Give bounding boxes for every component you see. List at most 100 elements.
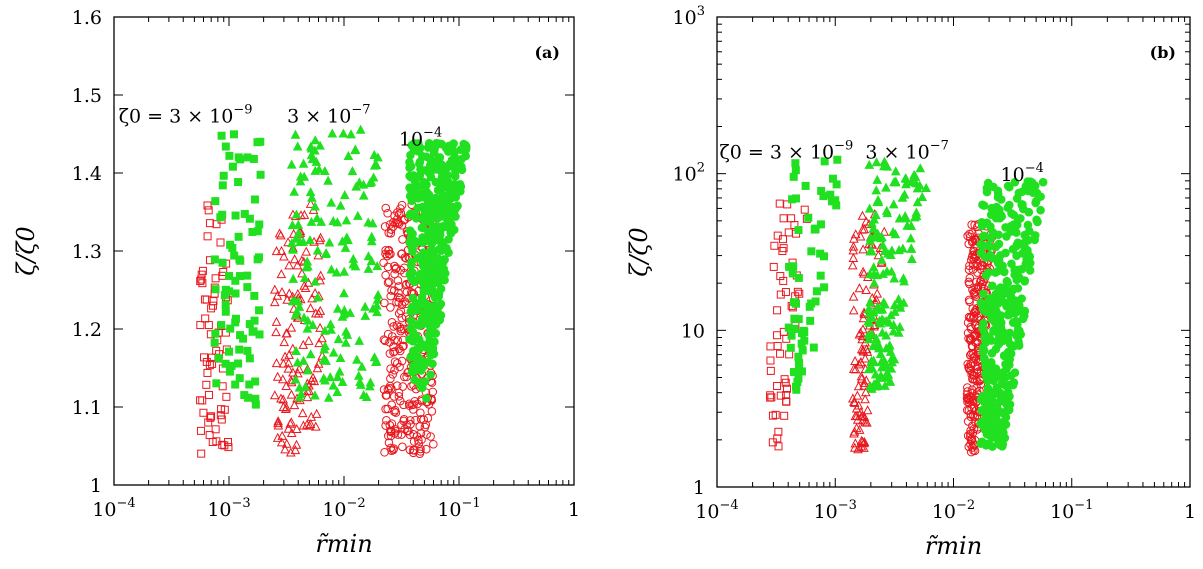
data-point: [970, 331, 979, 341]
data-point: [218, 258, 227, 267]
x-axis-label: r̃min: [315, 530, 372, 558]
data-point: [1009, 308, 1018, 318]
data-point: [294, 364, 304, 374]
data-point: [281, 438, 292, 448]
data-point: [857, 331, 868, 341]
data-point: [289, 186, 300, 196]
data-point: [885, 249, 896, 259]
data-point: [856, 371, 867, 381]
data-point: [994, 406, 1004, 416]
data-point: [768, 411, 777, 420]
data-point: [286, 159, 297, 169]
data-point: [310, 308, 321, 318]
data-point: [286, 427, 297, 437]
data-point: [816, 271, 825, 280]
data-point: [251, 394, 260, 403]
data-point: [982, 187, 992, 197]
panel-b: 10−4 10−3 10−2 10−1 1 1 10 102 103 r̃min ζ/ζ0 (b) ζ0…: [625, 4, 1196, 560]
data-point: [315, 232, 326, 242]
data-point: [341, 232, 352, 242]
data-point: [436, 284, 446, 294]
data-point: [870, 369, 881, 379]
data-point: [328, 347, 339, 357]
data-point: [983, 178, 993, 188]
data-point: [204, 390, 213, 399]
data-point: [848, 252, 859, 262]
data-point: [271, 246, 282, 256]
data-point: [411, 299, 421, 308]
data-point: [205, 219, 214, 228]
data-point: [871, 157, 882, 167]
data-point: [820, 283, 829, 292]
data-point: [229, 130, 238, 139]
data-point: [208, 359, 217, 368]
data-point: [402, 372, 411, 382]
data-point: [234, 178, 243, 187]
data-point: [380, 336, 390, 346]
data-point: [882, 161, 893, 171]
data-point: [209, 297, 218, 306]
data-point: [987, 395, 997, 405]
data-point: [222, 392, 231, 401]
data-point: [325, 372, 336, 382]
data-point: [276, 245, 287, 255]
data-point: [320, 325, 330, 335]
data-point: [781, 378, 790, 387]
data-point: [313, 250, 324, 260]
data-point: [214, 354, 223, 363]
data-point: [856, 357, 866, 367]
data-point: [418, 258, 427, 268]
data-point: [311, 408, 322, 418]
data-point: [994, 339, 1004, 349]
data-point: [875, 348, 886, 358]
data-point: [312, 292, 323, 302]
data-point: [890, 306, 900, 316]
data-point: [399, 415, 409, 424]
data-point: [969, 311, 979, 321]
data-point: [421, 444, 431, 454]
data-point: [315, 140, 325, 150]
data-point: [990, 371, 1000, 381]
data-point: [385, 426, 395, 435]
data-point: [308, 319, 318, 329]
data-point: [436, 185, 446, 195]
data-point: [231, 289, 240, 298]
data-point: [326, 264, 337, 274]
data-point: [1001, 412, 1011, 422]
data-point: [459, 139, 469, 149]
data-point: [428, 210, 437, 220]
data-point: [305, 349, 316, 359]
data-point: [290, 374, 301, 384]
data-point: [853, 381, 864, 391]
data-point: [967, 370, 976, 379]
data-point: [284, 349, 294, 359]
data-point: [409, 145, 419, 155]
panel-label: (b): [1150, 43, 1176, 62]
data-point: [779, 327, 788, 336]
data-point: [970, 412, 980, 422]
x-tick-label: 10−1: [1050, 498, 1093, 523]
data-point: [277, 374, 288, 384]
data-point: [310, 390, 320, 400]
data-point: [912, 183, 923, 193]
data-point: [269, 284, 280, 294]
data-point: [384, 431, 393, 441]
data-point: [868, 269, 879, 279]
data-point: [776, 272, 785, 281]
data-point: [408, 327, 418, 337]
data-point: [211, 329, 220, 338]
data-point: [784, 228, 793, 237]
data-point: [987, 281, 997, 291]
data-point: [423, 413, 433, 423]
data-point: [311, 156, 322, 166]
data-point: [859, 437, 870, 447]
data-point: [310, 288, 320, 298]
data-point: [1005, 339, 1015, 349]
data-point: [355, 376, 365, 387]
data-point: [394, 391, 404, 401]
data-point: [383, 262, 393, 272]
data-point: [286, 417, 297, 427]
data-point: [380, 222, 390, 231]
data-point: [363, 263, 374, 273]
data-point: [306, 150, 317, 160]
